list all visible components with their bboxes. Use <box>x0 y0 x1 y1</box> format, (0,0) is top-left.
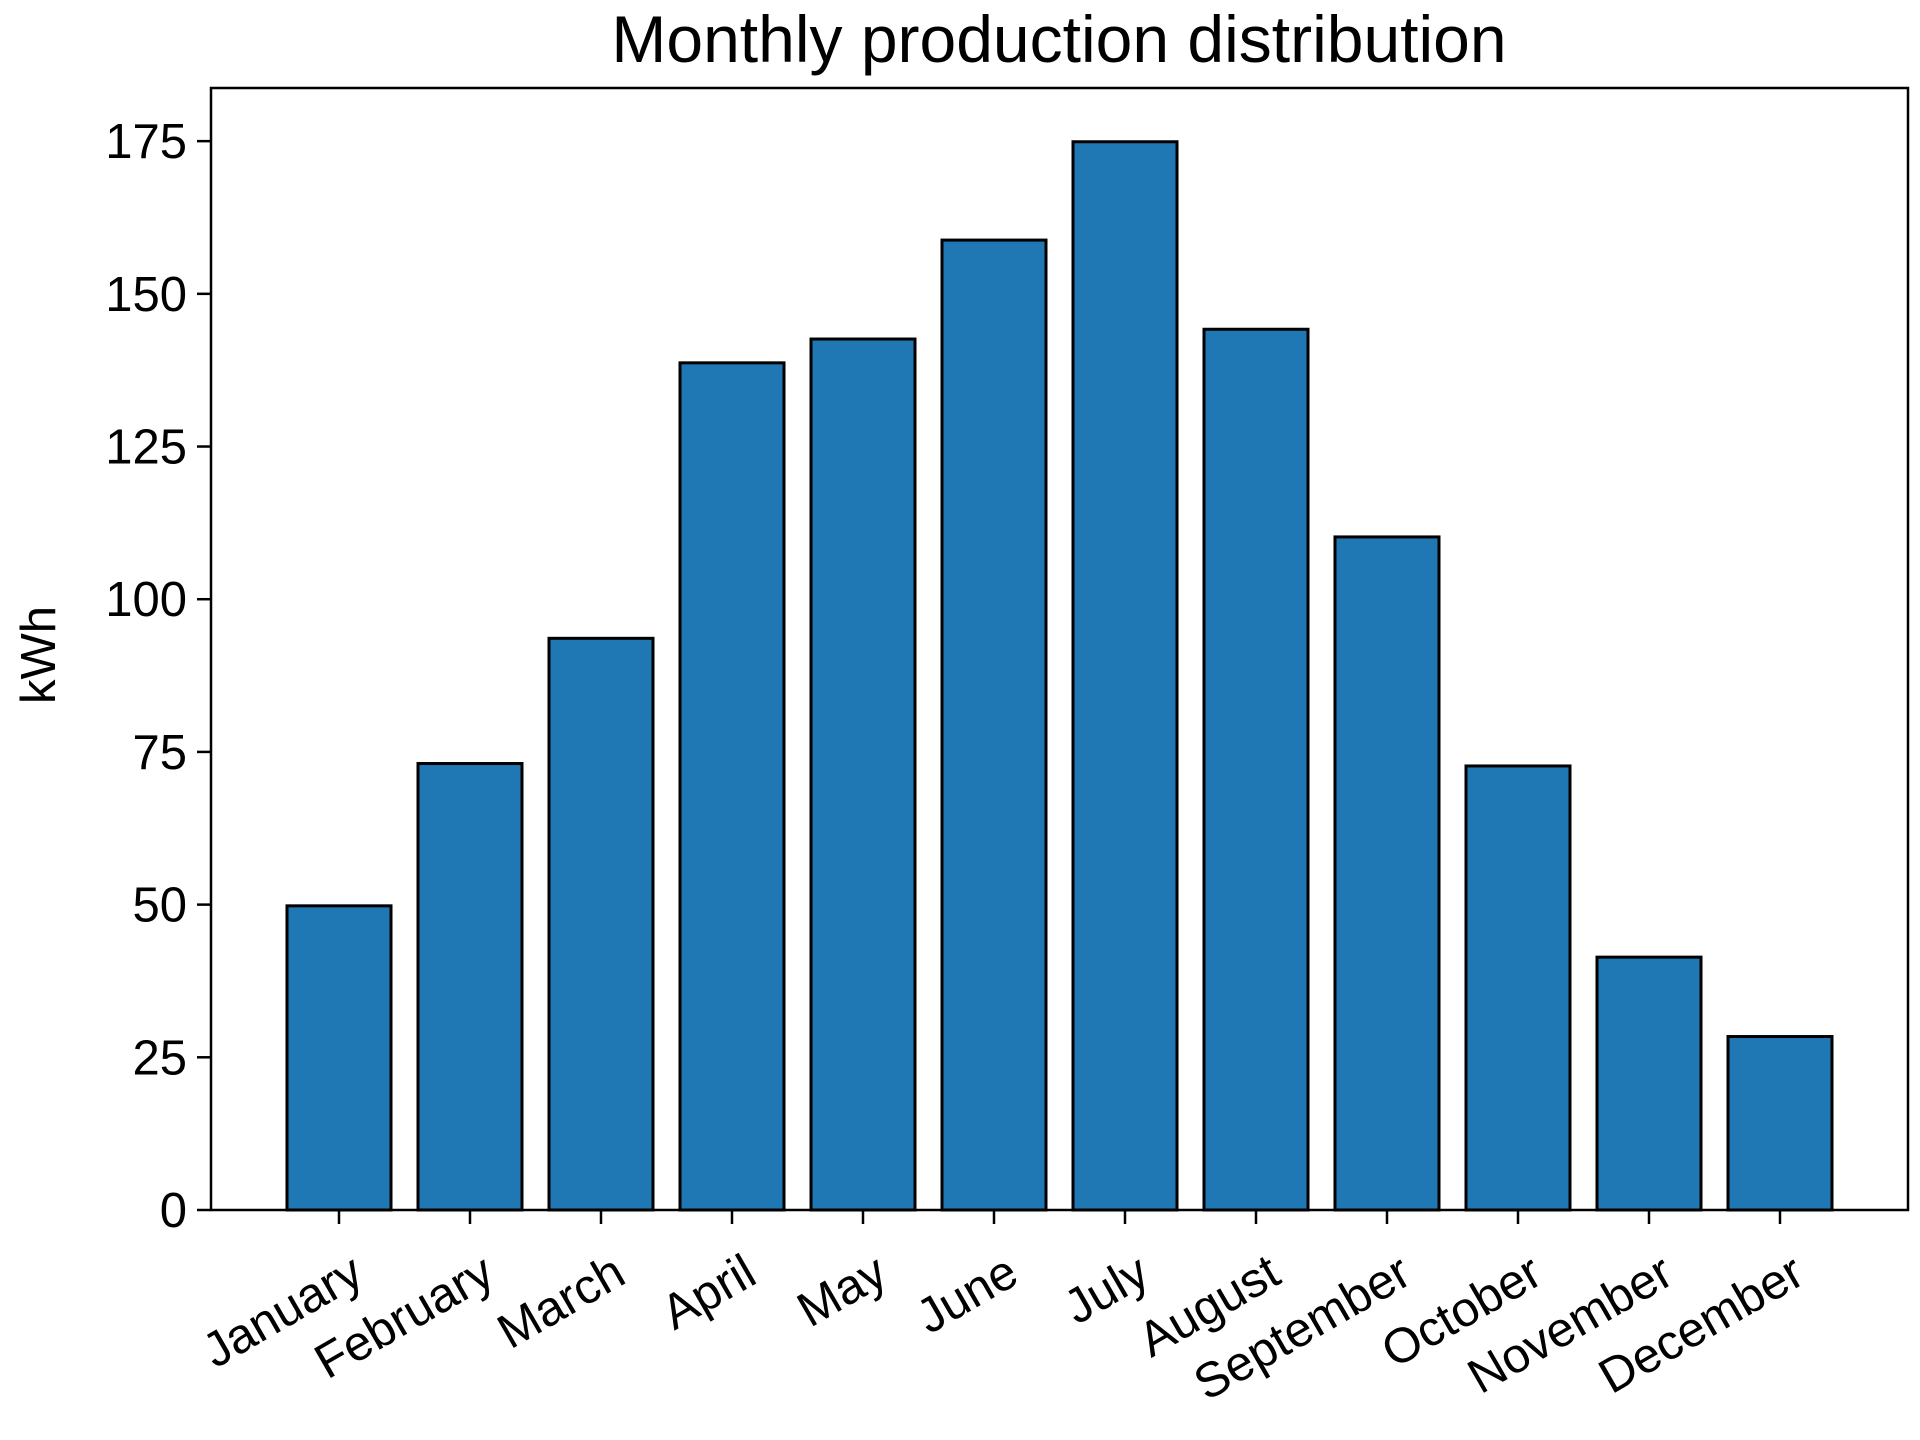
bars-group <box>285 140 1834 1212</box>
x-tick-label: June <box>908 1245 1027 1345</box>
bar-september <box>1333 535 1441 1212</box>
bar-october <box>1464 764 1572 1212</box>
bar-july <box>1071 140 1179 1212</box>
x-tick-label: May <box>789 1244 897 1337</box>
bar-february <box>416 762 524 1212</box>
bar-december <box>1726 1035 1834 1212</box>
y-tick-label: 50 <box>132 879 187 933</box>
y-tick-label: 0 <box>160 1184 187 1238</box>
y-tick-label: 25 <box>132 1031 187 1085</box>
plot-frame <box>209 86 1910 1212</box>
y-tick-label: 175 <box>105 115 187 169</box>
y-tick-label: 125 <box>105 421 187 475</box>
bar-november <box>1595 955 1703 1212</box>
bar-april <box>678 361 786 1212</box>
bar-may <box>809 337 917 1212</box>
y-tick-label: 100 <box>105 573 187 627</box>
x-tick-label: April <box>653 1245 765 1341</box>
x-tick-label: March <box>489 1245 634 1360</box>
bar-march <box>547 636 655 1212</box>
y-axis-ticks: 0 25 50 75 100 125 150 175 <box>105 115 211 1238</box>
bar-august <box>1202 327 1310 1212</box>
y-tick-label: 150 <box>105 268 187 322</box>
y-tick-label: 75 <box>132 726 187 780</box>
chart-title: Monthly production distribution <box>611 2 1506 76</box>
bar-june <box>940 238 1048 1212</box>
bar-january <box>285 904 393 1212</box>
y-axis-label: kWh <box>12 606 66 704</box>
